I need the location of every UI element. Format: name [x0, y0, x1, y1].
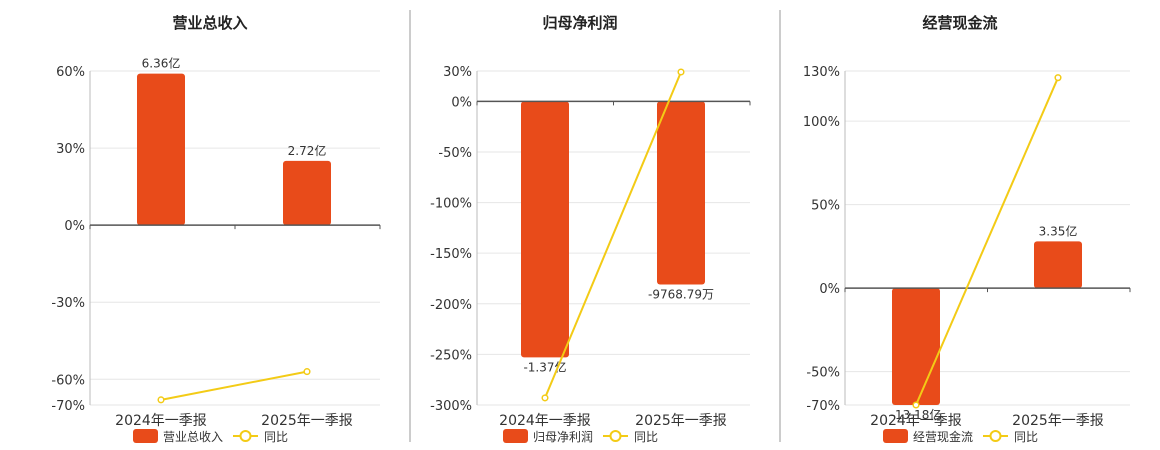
legend: 营业总收入 同比 — [133, 429, 288, 444]
bar — [137, 73, 185, 226]
legend-bar-swatch — [503, 429, 528, 443]
bar-value-label: 6.36亿 — [142, 56, 181, 71]
y-tick-label: 60% — [56, 65, 85, 80]
bar-value-label: -9768.79万 — [648, 288, 714, 302]
legend: 归母净利润 同比 — [503, 429, 658, 444]
legend-line-label: 同比 — [1014, 430, 1038, 444]
chart-panel-2: 归母净利润 30% 0% -50% -100% -150% -200% -250% -300% -… — [430, 14, 751, 444]
bar — [892, 288, 940, 405]
bar — [657, 101, 705, 285]
x-category-label: 2024年一季报 — [870, 413, 962, 429]
yoy-point — [303, 368, 311, 376]
y-tick-label: -200% — [430, 298, 472, 313]
legend-bar-label: 营业总收入 — [163, 430, 223, 444]
legend-line-label: 同比 — [264, 430, 288, 444]
y-tick-label: -250% — [430, 348, 472, 363]
yoy-point — [912, 401, 920, 409]
legend-line-label: 同比 — [634, 430, 658, 444]
y-tick-label: -50% — [806, 366, 840, 381]
yoy-point — [1054, 74, 1062, 82]
chart-title: 归母净利润 — [542, 14, 617, 32]
legend-line-marker — [989, 430, 1002, 442]
y-tick-label: -100% — [430, 197, 472, 212]
y-tick-label: -50% — [438, 146, 472, 161]
y-tick-label: 50% — [811, 199, 840, 214]
y-tick-label: 100% — [803, 115, 840, 130]
yoy-line — [544, 71, 682, 399]
yoy-point — [677, 68, 685, 76]
chart-panel-3: 经营现金流 130% 100% 50% 0% -50% -70% -13.18亿 3.35亿 20… — [803, 14, 1131, 444]
chart-title: 营业总收入 — [172, 14, 247, 32]
legend-line-marker — [239, 430, 252, 442]
y-tick-label: 0% — [819, 282, 840, 297]
x-category-label: 2025年一季报 — [635, 413, 727, 429]
y-tick-label: -150% — [430, 247, 472, 262]
legend-line-marker — [609, 430, 622, 442]
y-tick-label: -300% — [430, 399, 472, 414]
chart-title: 经营现金流 — [922, 14, 997, 32]
y-tick-label: -60% — [51, 373, 85, 388]
x-category-label: 2025年一季报 — [261, 413, 353, 429]
yoy-line — [160, 370, 308, 401]
y-tick-label: -70% — [51, 399, 85, 414]
bar-value-label: 2.72亿 — [288, 143, 327, 158]
bar — [1034, 241, 1082, 289]
x-category-label: 2024年一季报 — [499, 413, 591, 429]
y-tick-label: 130% — [803, 65, 840, 80]
chart-panel-1: 营业总收入 60% 30% 0% -30% -60% -70% 6.36亿 2.72亿 2024年… — [51, 14, 381, 444]
yoy-line — [915, 77, 1059, 406]
bar — [283, 160, 331, 226]
legend-bar-swatch — [133, 429, 158, 443]
x-category-label: 2025年一季报 — [1012, 413, 1104, 429]
y-tick-label: 30% — [56, 142, 85, 157]
legend-bar-label: 归母净利润 — [533, 430, 593, 444]
bar-value-label: -13.18亿 — [891, 407, 942, 422]
x-category-label: 2024年一季报 — [115, 413, 207, 429]
legend-bar-label: 经营现金流 — [913, 429, 973, 444]
y-tick-label: -30% — [51, 296, 85, 311]
legend: 经营现金流 同比 — [883, 429, 1038, 444]
y-tick-label: 30% — [443, 65, 472, 80]
yoy-point — [157, 396, 165, 404]
bar-value-label: 3.35亿 — [1039, 223, 1078, 238]
y-tick-label: 0% — [451, 95, 472, 110]
legend-bar-swatch — [883, 429, 908, 443]
y-tick-label: -70% — [806, 399, 840, 414]
bar — [521, 101, 569, 358]
y-tick-label: 0% — [64, 219, 85, 234]
yoy-point — [541, 394, 549, 402]
